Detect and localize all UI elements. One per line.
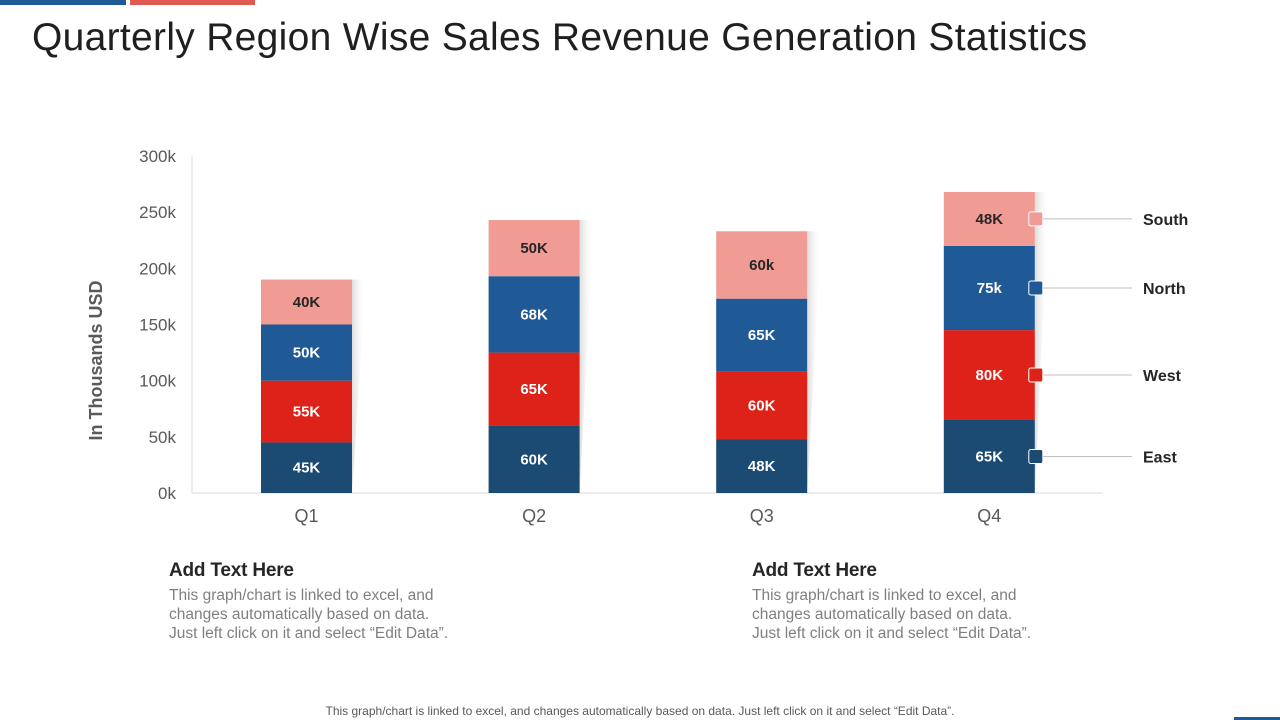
data-label: 48K [976,211,1004,228]
x-category-label: Q1 [294,506,318,526]
legend-label-south: South [1143,212,1188,229]
bar-layer [261,191,1035,493]
bar-shadow [1034,191,1049,494]
data-label: 48K [748,458,776,475]
data-label: 45K [293,460,321,477]
data-label: 65K [748,327,776,344]
bar-segment-east-q4 [943,419,1035,493]
note-heading: Add Text Here [169,560,294,581]
top-accent-bar-blue [0,0,126,5]
bar-segment-north-q3 [716,298,808,372]
y-axis-title: In Thousands USD [86,280,106,440]
legend-label-east: East [1143,449,1177,466]
note-body: This graph/chart is linked to excel, and… [169,587,449,642]
bar-segment-south-q1 [261,279,352,325]
corner-accent [1234,717,1280,720]
y-tick-label: 100k [139,372,176,391]
bar-segment-west-q3 [716,371,808,440]
data-label-layer: 45K 55K 50K 40K 60K 65K 68K 50K 48K 60K 65K 60k 65K 8… [293,211,1003,477]
legend-marker-north [1028,280,1044,296]
bar-segment-east-q1 [261,442,352,493]
data-label: 68K [520,306,548,323]
top-accent-bar-red [130,0,255,5]
y-tick-label: 50k [149,428,177,447]
text-note-right: Add Text Here This graph/chart is linked… [752,560,1072,643]
x-category-label: Q4 [977,506,1001,526]
x-category-label: Q3 [750,506,774,526]
bar-shadow-layer [352,191,1049,494]
y-tick-label: 250k [139,203,176,222]
data-label: 50K [293,345,321,362]
data-label: 65K [976,448,1004,465]
legend-layer: South North West East [1028,211,1188,466]
legend-label-north: North [1143,281,1186,298]
bar-segment-east-q2 [488,425,580,493]
data-label: 80K [976,367,1004,384]
data-label: 60K [520,451,548,468]
legend-marker-south [1028,211,1044,227]
bar-segment-south-q4 [943,191,1035,246]
bar-segment-west-q1 [261,380,352,443]
data-label: 60k [749,257,775,274]
y-tick-label: 150k [139,316,176,335]
data-label: 55K [293,404,321,421]
data-label: 60K [748,397,776,414]
y-tick-label: 300k [139,147,176,166]
y-tick-label: 200k [139,259,176,278]
bar-shadow [352,279,366,493]
legend-marker-east [1028,448,1044,464]
note-body: This graph/chart is linked to excel, and… [752,587,1032,642]
text-note-left: Add Text Here This graph/chart is linked… [169,560,489,643]
page-title: Quarterly Region Wise Sales Revenue Gene… [32,16,1088,59]
data-label: 75k [977,280,1003,297]
bar-segment-north-q1 [261,324,352,381]
bar-segment-west-q4 [943,330,1035,420]
data-label: 40K [293,294,321,311]
bar-segment-south-q2 [488,220,580,277]
x-category-label: Q2 [522,506,546,526]
bar-segment-north-q4 [943,245,1035,331]
data-label: 65K [520,381,548,398]
bar-segment-south-q3 [716,231,808,299]
footer-note: This graph/chart is linked to excel, and… [325,704,955,718]
bar-segment-west-q2 [488,352,580,426]
note-heading: Add Text Here [752,560,877,581]
bar-segment-east-q3 [716,439,808,493]
bar-segment-north-q2 [488,276,580,353]
data-label: 50K [520,240,548,257]
axis-layer: 0k 50k 100k 150k 200k 250k 300k In Thousands US… [86,147,1103,526]
bar-shadow [807,231,822,493]
legend-marker-west [1028,367,1044,383]
y-tick-label: 0k [158,484,176,503]
legend-label-west: West [1143,368,1182,385]
bar-shadow [579,220,594,493]
